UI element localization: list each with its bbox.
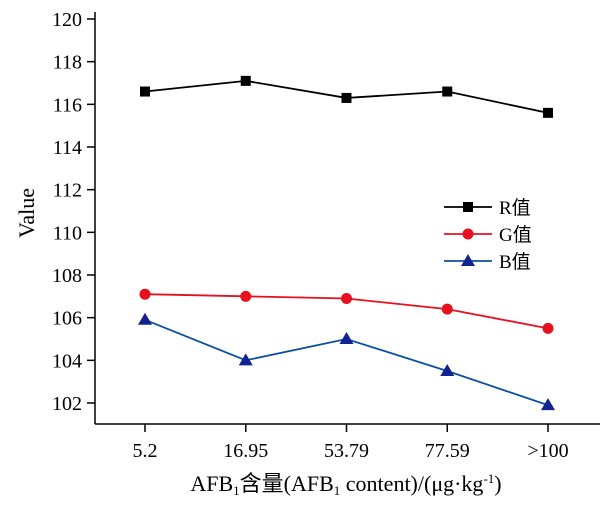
legend-label: G值 (499, 224, 532, 246)
data-point-r (240, 75, 251, 86)
y-ticks: 102 104 106 108 110 112 114 116 118 120 (52, 9, 95, 415)
legend-marker (461, 254, 475, 266)
data-point-r (442, 86, 453, 97)
x-tick-label: 53.79 (324, 440, 369, 462)
data-point-b (440, 364, 455, 376)
data-point-g (341, 292, 352, 304)
data-point-b (541, 398, 555, 411)
y-tick-label: 120 (52, 9, 82, 31)
legend-item-b: B值 (444, 251, 531, 273)
y-tick-label: 102 (52, 393, 82, 415)
x-label-part: content)/(μg·kg (340, 471, 483, 496)
x-label-part: 含量(AFB (240, 471, 334, 496)
y-tick-label: 104 (52, 350, 82, 372)
x-label-part: AFB (190, 471, 233, 496)
legend-item-r: R值 (444, 197, 531, 219)
data-point-r (543, 107, 553, 118)
x-tick-label: 16.95 (223, 440, 268, 462)
legend: R值 G值 B值 (444, 197, 532, 273)
data-point-g (139, 288, 151, 300)
legend-label: R值 (499, 197, 531, 219)
series-b (138, 312, 555, 411)
y-axis-label: Value (14, 188, 39, 238)
legend-item-g: G值 (444, 224, 532, 246)
y-tick-label: 118 (53, 52, 82, 74)
x-tick-label: 5.2 (133, 440, 158, 462)
series-group (138, 75, 555, 411)
legend-marker (463, 202, 473, 212)
y-tick-label: 106 (52, 308, 82, 330)
y-tick-label: 116 (53, 94, 82, 116)
x-label-part: ) (494, 471, 501, 496)
data-point-r (341, 92, 352, 103)
legend-label: B值 (499, 251, 531, 273)
data-point-r (140, 86, 150, 97)
x-tick-label: >100 (527, 440, 568, 462)
y-tick-label: 114 (53, 137, 82, 159)
data-point-g (542, 322, 554, 334)
data-point-g (441, 303, 453, 315)
x-axis-label: AFB1含量(AFB1 content)/(μg·kg-1) (190, 471, 501, 498)
data-point-g (240, 290, 252, 302)
series-r (140, 75, 553, 118)
y-tick-label: 108 (52, 265, 82, 287)
x-label-sup: -1 (483, 471, 494, 486)
x-label-sub: 1 (233, 483, 240, 498)
data-point-b (138, 312, 152, 325)
x-ticks: 5.2 16.95 53.79 77.59 >100 (133, 424, 569, 462)
series-g (139, 288, 554, 334)
x-label-sub: 1 (334, 483, 341, 498)
legend-marker (462, 228, 474, 240)
y-tick-label: 110 (53, 222, 82, 244)
y-tick-label: 112 (53, 180, 82, 202)
data-point-b (238, 353, 253, 366)
axes (94, 12, 600, 425)
x-tick-label: 77.59 (425, 440, 470, 462)
data-point-b (339, 332, 354, 344)
